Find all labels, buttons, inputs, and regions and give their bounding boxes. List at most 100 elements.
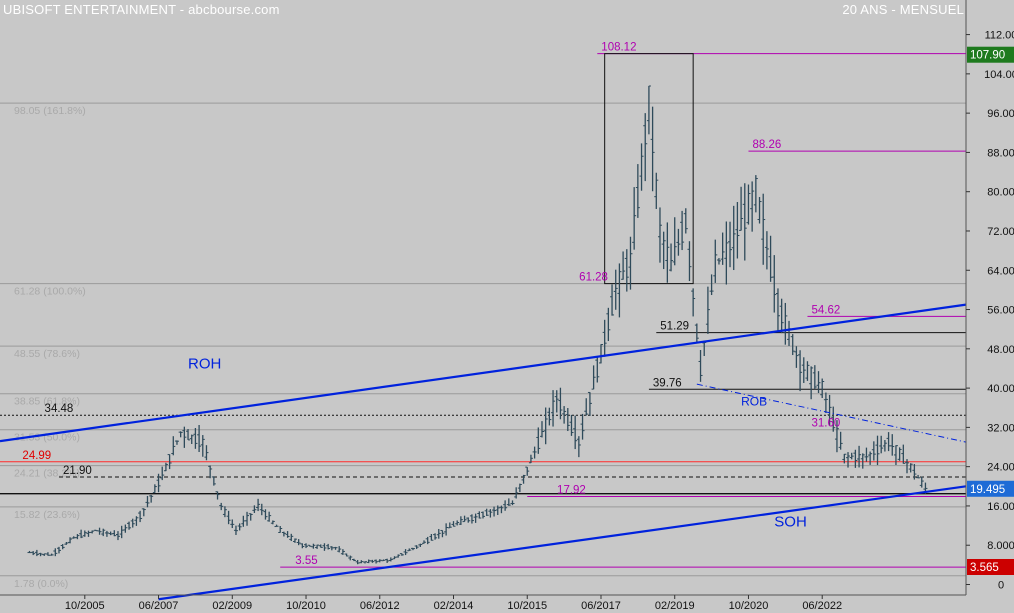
candle: [846, 452, 851, 468]
candle: [292, 538, 297, 543]
fib-label: 98.05 (161.8%): [14, 105, 86, 117]
candle: [138, 510, 143, 523]
candle: [617, 263, 622, 318]
candle: [735, 202, 740, 259]
price-badge-low: 3.565: [967, 558, 1014, 575]
fib-label: 1.78 (0.0%): [14, 578, 68, 590]
candle: [414, 545, 419, 549]
y-tick-label: 104.00: [984, 69, 1014, 81]
candle: [521, 474, 526, 484]
candle: [230, 519, 235, 529]
candle: [654, 172, 659, 209]
level-label: 61.28: [579, 272, 608, 284]
candle: [149, 494, 154, 503]
fib-label: 31.53 (50.0%): [14, 432, 80, 444]
candles-layer: [27, 85, 928, 565]
candle: [569, 414, 574, 436]
y-tick-label: 64.00: [987, 265, 1014, 277]
candle: [351, 558, 356, 562]
candle: [101, 528, 106, 537]
price-badge-last: 19.495: [967, 480, 1014, 497]
candle: [897, 447, 902, 461]
candle: [554, 390, 559, 413]
y-tick-label: 112.00: [985, 30, 1014, 42]
candle: [584, 398, 589, 416]
candle: [635, 164, 640, 218]
candle: [716, 258, 721, 265]
candle: [908, 463, 913, 473]
y-tick-label: 16.00: [987, 501, 1014, 513]
candle: [274, 524, 279, 528]
candle: [160, 466, 165, 481]
candle: [621, 251, 626, 280]
price-badge-label: 19.495: [970, 484, 1005, 496]
candle: [495, 505, 500, 516]
candle: [178, 431, 183, 438]
candle: [75, 534, 80, 540]
candle: [363, 561, 368, 564]
x-tick-label: 10/2005: [65, 600, 105, 612]
price-badge-label: 107.90: [970, 50, 1005, 62]
candle: [469, 514, 474, 524]
price-badge-bg: [967, 46, 1014, 63]
candle: [912, 464, 917, 480]
candle: [709, 274, 714, 296]
candle: [772, 255, 777, 313]
candle: [104, 530, 109, 537]
candle: [794, 346, 799, 368]
candle: [27, 550, 32, 554]
candle: [204, 445, 209, 461]
level-label: 108.12: [601, 42, 636, 54]
candle: [377, 559, 382, 563]
candle: [167, 454, 172, 470]
candle: [163, 462, 168, 472]
candle: [215, 491, 220, 500]
candle: [329, 546, 334, 551]
x-tick-label: 06/2007: [139, 600, 179, 612]
candle: [455, 520, 460, 526]
candle: [462, 515, 467, 523]
candle: [632, 187, 637, 250]
candle: [587, 391, 592, 416]
candle: [783, 302, 788, 345]
candle: [849, 452, 854, 460]
candle: [281, 531, 286, 537]
candle: [300, 543, 305, 549]
candle: [492, 506, 497, 517]
price-badge-bg: [967, 558, 1014, 575]
candle: [473, 513, 478, 523]
y-tick-label: 8.000: [987, 540, 1014, 552]
candle: [444, 523, 449, 536]
candle: [407, 548, 412, 552]
candle: [838, 431, 843, 450]
fib-label: 61.28 (100.0%): [14, 286, 86, 298]
candle: [905, 459, 910, 474]
candle: [458, 516, 463, 525]
candle: [226, 510, 231, 525]
candle: [916, 474, 921, 479]
candle: [134, 516, 139, 526]
level-label: 88.26: [752, 139, 781, 151]
candle: [45, 552, 50, 556]
candle: [348, 555, 353, 561]
candle: [108, 531, 113, 536]
candle: [779, 298, 784, 334]
trendline-label-rob: ROB: [741, 394, 767, 408]
candle: [536, 427, 541, 454]
candle: [724, 221, 729, 285]
candle: [186, 429, 191, 441]
candle: [580, 413, 585, 440]
candle: [547, 407, 552, 426]
x-tick-label: 10/2015: [507, 600, 547, 612]
candle: [827, 394, 832, 426]
candle: [768, 235, 773, 282]
candle: [628, 236, 633, 290]
candle: [366, 559, 371, 564]
candle: [86, 530, 91, 537]
level-label: 39.76: [653, 377, 682, 389]
candle: [374, 559, 379, 564]
candle: [399, 553, 404, 556]
candle: [130, 518, 135, 528]
candle: [484, 508, 489, 516]
